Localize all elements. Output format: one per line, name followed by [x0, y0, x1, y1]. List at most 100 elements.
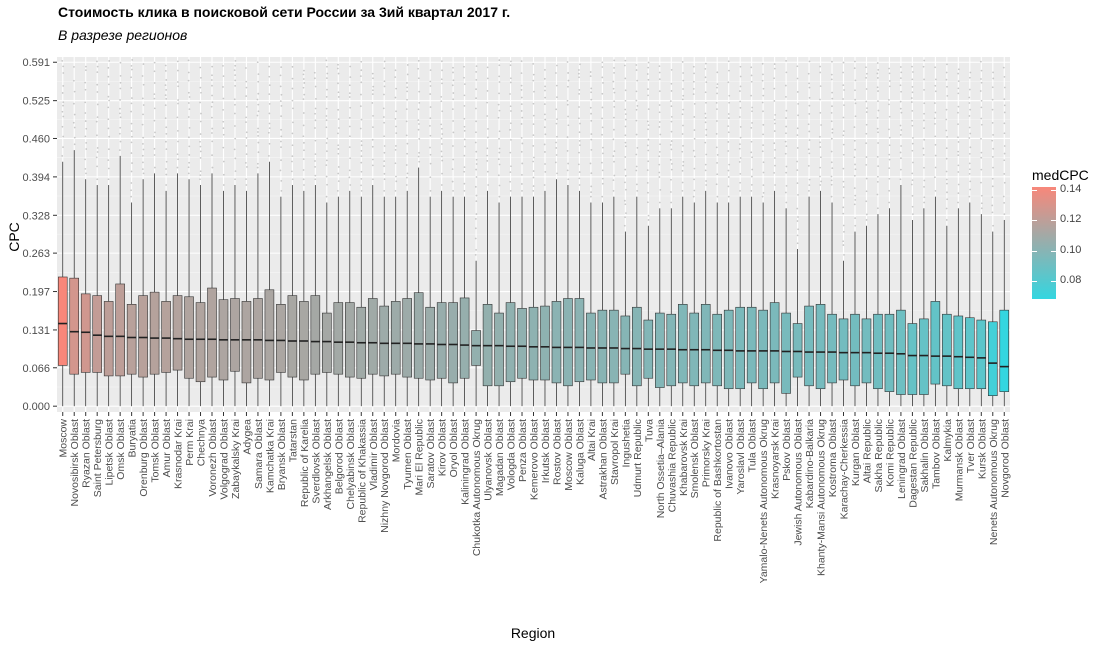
outlier-point — [876, 193, 879, 196]
outlier-point — [441, 133, 444, 135]
outlier-point — [659, 188, 662, 191]
outlier-point — [142, 63, 145, 65]
box-series — [57, 150, 1010, 407]
x-tick-label: Kursk Oblast — [976, 419, 988, 479]
outlier-point — [980, 106, 983, 109]
x-tick-label: Chelyabinsk Oblast — [345, 419, 357, 510]
outlier-point — [95, 120, 98, 123]
x-tick-label: Ryazan Oblast — [81, 419, 93, 488]
box-29 — [390, 196, 401, 407]
outlier-point — [957, 80, 960, 82]
legend-label: 0.08 — [1060, 273, 1082, 286]
outlier-point — [555, 122, 558, 125]
outlier-point — [406, 73, 409, 76]
outlier-point — [728, 94, 731, 97]
outlier-point — [866, 107, 868, 110]
outlier-point — [337, 166, 340, 168]
box-59 — [735, 196, 745, 407]
outlier-point — [257, 92, 260, 95]
box-42 — [540, 190, 550, 407]
outlier-point — [486, 66, 489, 69]
box-15 — [230, 185, 240, 407]
outlier-point — [636, 104, 639, 107]
outlier-point — [131, 135, 133, 138]
outlier-point — [314, 178, 317, 181]
outlier-point — [601, 66, 604, 68]
outlier-point — [647, 94, 649, 97]
box-body — [873, 313, 883, 390]
outlier-point — [188, 126, 191, 129]
outlier-point — [555, 154, 558, 156]
outlier-point — [934, 84, 937, 87]
outlier-point — [118, 132, 121, 135]
outlier-point — [830, 120, 833, 123]
outlier-point — [830, 73, 833, 76]
outlier-point — [199, 120, 202, 123]
outlier-point — [176, 81, 179, 83]
box-22 — [310, 185, 321, 407]
outlier-point — [325, 77, 328, 80]
outlier-point — [280, 179, 283, 182]
outlier-point — [95, 156, 98, 159]
outlier-point — [268, 127, 271, 129]
outlier-point — [819, 135, 821, 138]
outlier-point — [854, 148, 856, 151]
box-body — [620, 315, 631, 375]
outlier-point — [200, 91, 202, 94]
outlier-point — [727, 81, 730, 84]
outlier-point — [165, 168, 167, 170]
outlier-point — [899, 84, 902, 87]
outlier-point — [314, 160, 316, 162]
outlier-point — [681, 61, 684, 63]
outlier-point — [441, 143, 443, 145]
outlier-point — [888, 128, 890, 131]
box-body — [838, 318, 849, 381]
outlier-point — [693, 102, 696, 105]
outlier-point — [613, 72, 615, 74]
outlier-point — [739, 143, 741, 146]
outlier-point — [395, 125, 397, 128]
outlier-point — [130, 182, 133, 184]
outlier-point — [658, 121, 661, 123]
outlier-point — [337, 148, 340, 150]
outlier-point — [452, 120, 455, 122]
outlier-point — [808, 139, 811, 141]
box-body — [930, 301, 941, 385]
outlier-point — [762, 123, 765, 126]
outlier-point — [785, 171, 788, 174]
outlier-point — [957, 68, 960, 71]
outlier-point — [96, 116, 99, 119]
chart-title: Стоимость клика в поисковой сети России … — [58, 4, 511, 20]
outlier-point — [177, 158, 179, 161]
outlier-point — [417, 155, 420, 158]
outlier-point — [934, 66, 937, 69]
outlier-point — [187, 71, 190, 74]
outlier-point — [107, 118, 110, 121]
box-body — [700, 304, 711, 384]
outlier-point — [830, 150, 833, 153]
outlier-point — [521, 173, 523, 176]
outlier-point — [728, 163, 731, 166]
x-tick-label: Nizhny Novgorod Oblast — [379, 419, 391, 533]
outlier-point — [773, 63, 776, 65]
outlier-point — [888, 67, 890, 70]
outlier-point — [716, 162, 718, 164]
outlier-point — [487, 136, 489, 139]
outlier-point — [911, 65, 913, 68]
outlier-point — [658, 65, 661, 68]
outlier-point — [647, 124, 650, 126]
outlier-point — [280, 159, 282, 162]
outlier-point — [509, 93, 511, 95]
outlier-point — [533, 90, 535, 93]
box-body — [769, 302, 780, 384]
outlier-point — [164, 64, 167, 67]
outlier-point — [84, 120, 87, 122]
outlier-point — [693, 72, 695, 75]
outlier-point — [900, 111, 903, 114]
x-axis-title: Region — [510, 625, 556, 641]
box-27 — [367, 185, 378, 407]
outlier-point — [1003, 213, 1006, 216]
outlier-point — [394, 76, 397, 79]
outlier-point — [475, 158, 478, 161]
outlier-point — [877, 90, 879, 92]
